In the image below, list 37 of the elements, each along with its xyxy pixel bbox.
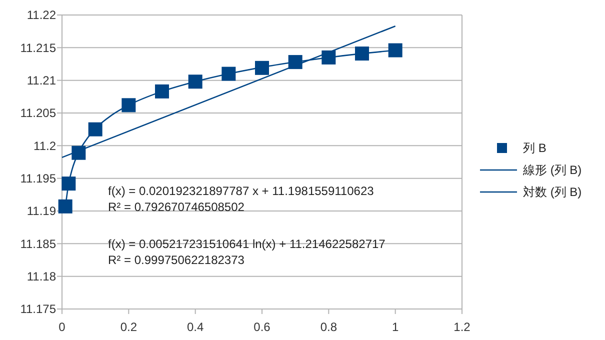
point	[288, 55, 302, 70]
point	[72, 146, 86, 160]
y-tick-label: 11.2	[34, 138, 56, 153]
point	[62, 176, 76, 191]
annotation: f(x) = 0.005217231510641 ln(x) + 11.214622582717	[108, 237, 386, 251]
point	[388, 43, 402, 58]
y-tick-label: 11.21	[26, 74, 56, 88]
y-tick-label: 11.205	[20, 106, 56, 120]
y-tick-label: 11.19	[26, 204, 56, 218]
legend-label: 列 B	[523, 141, 546, 156]
legend-label: 対数 (列 B)	[523, 185, 582, 200]
x-tick-label: 0	[58, 320, 66, 334]
point	[155, 84, 169, 98]
x-tick-label: 1.2	[454, 320, 471, 334]
point	[58, 199, 72, 214]
x-tick-label: 0.4	[186, 320, 204, 334]
point	[122, 98, 136, 112]
point	[322, 50, 336, 64]
point	[355, 46, 369, 61]
y-tick-label: 11.215	[20, 40, 56, 55]
annotation: f(x) = 0.020192321897787 x + 11.1981559110623	[108, 184, 374, 198]
y-tick-label: 11.175	[20, 302, 56, 316]
point	[88, 122, 102, 136]
annotation: R² = 0.792670746508502	[108, 200, 245, 214]
y-tick-label: 11.195	[20, 172, 56, 186]
x-tick-label: 0.6	[254, 320, 271, 334]
y-tick-label: 11.185	[20, 236, 56, 251]
x-tick-label: 1	[392, 320, 399, 334]
legend-label: 線形 (列 B)	[522, 163, 582, 178]
y-tick-label: 11.22	[26, 8, 56, 22]
annotation: R² = 0.999750622182373	[108, 253, 245, 267]
point	[188, 74, 202, 89]
x-tick-label: 0.2	[120, 320, 138, 334]
y-tick-label: 11.18	[26, 270, 56, 284]
point	[255, 60, 269, 75]
point	[222, 66, 236, 81]
x-tick-label: 0.8	[320, 320, 338, 334]
